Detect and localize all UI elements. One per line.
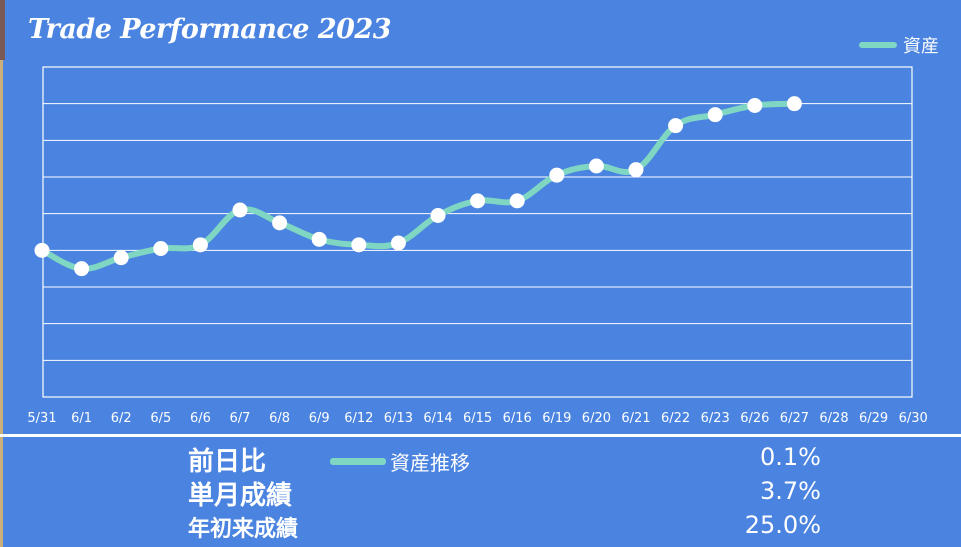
left-edge-accent <box>0 0 5 60</box>
legend-label: 資産 <box>903 36 939 57</box>
x-tick-label: 6/13 <box>384 411 413 426</box>
data-point <box>786 96 802 112</box>
stat-value-ytd: 25.0% <box>744 511 821 539</box>
data-point <box>390 235 406 251</box>
stat-label-monthly: 単月成績 <box>188 481 293 511</box>
x-tick-label: 6/2 <box>111 411 132 426</box>
secondary-legend-swatch <box>330 458 386 465</box>
x-tick-label: 6/26 <box>740 411 769 426</box>
data-point <box>509 193 525 209</box>
data-point <box>192 237 208 253</box>
x-tick-label: 6/1 <box>71 411 92 426</box>
data-point <box>628 162 644 178</box>
legend-swatch <box>859 42 897 48</box>
x-tick-label: 6/16 <box>503 411 532 426</box>
x-tick-label: 6/7 <box>230 411 251 426</box>
data-point <box>430 208 446 223</box>
left-edge-border <box>0 60 3 547</box>
data-point <box>668 118 684 134</box>
line-chart: 5/31 6/1 6/2 6/5 6/6 6/7 6/8 6/9 6/12 6/13 6/14 6/1… <box>27 66 928 426</box>
x-tick-label: 6/19 <box>542 411 571 426</box>
plot-area <box>42 66 913 398</box>
data-point <box>74 261 90 277</box>
x-tick-label: 6/30 <box>899 411 928 426</box>
x-tick-label: 6/22 <box>661 411 690 426</box>
x-tick-label: 6/27 <box>780 411 809 426</box>
chart-title: Trade Performance 2023 <box>28 14 392 45</box>
chart-legend: 資産 <box>859 32 939 58</box>
stat-label-daily: 前日比 <box>188 447 267 477</box>
x-tick-label: 6/8 <box>269 411 290 426</box>
secondary-legend: 資産推移 <box>330 447 470 476</box>
x-tick-label: 6/15 <box>463 411 492 426</box>
x-tick-label: 6/9 <box>309 411 330 426</box>
data-point <box>351 237 367 253</box>
data-point <box>747 98 763 113</box>
data-point <box>707 107 723 123</box>
data-point <box>470 193 486 209</box>
data-point <box>272 215 288 231</box>
stat-value-daily: 0.1% <box>760 443 821 471</box>
x-tick-label: 6/23 <box>701 411 730 426</box>
data-point <box>549 167 565 183</box>
x-tick-label: 6/20 <box>582 411 611 426</box>
stats-panel: 前日比 資産推移 0.1% 単月成績 3.7% 年初来成績 25.0% <box>0 437 961 547</box>
data-point <box>588 158 604 174</box>
x-tick-label: 5/31 <box>27 411 56 426</box>
x-tick-label: 6/5 <box>150 411 171 426</box>
x-tick-label: 6/6 <box>190 411 211 426</box>
x-tick-label: 6/12 <box>344 411 373 426</box>
stat-value-monthly: 3.7% <box>760 477 821 505</box>
x-tick-label: 6/29 <box>859 411 888 426</box>
data-point <box>34 242 50 258</box>
x-tick-label: 6/14 <box>423 411 452 426</box>
stat-label-ytd: 年初来成績 <box>188 517 299 542</box>
data-point <box>113 250 129 266</box>
secondary-legend-label: 資産推移 <box>390 451 470 475</box>
divider <box>0 434 961 437</box>
x-tick-label: 6/28 <box>819 411 848 426</box>
data-point <box>232 202 248 218</box>
x-tick-label: 6/21 <box>621 411 650 426</box>
data-point <box>153 241 169 256</box>
data-point <box>311 231 327 247</box>
